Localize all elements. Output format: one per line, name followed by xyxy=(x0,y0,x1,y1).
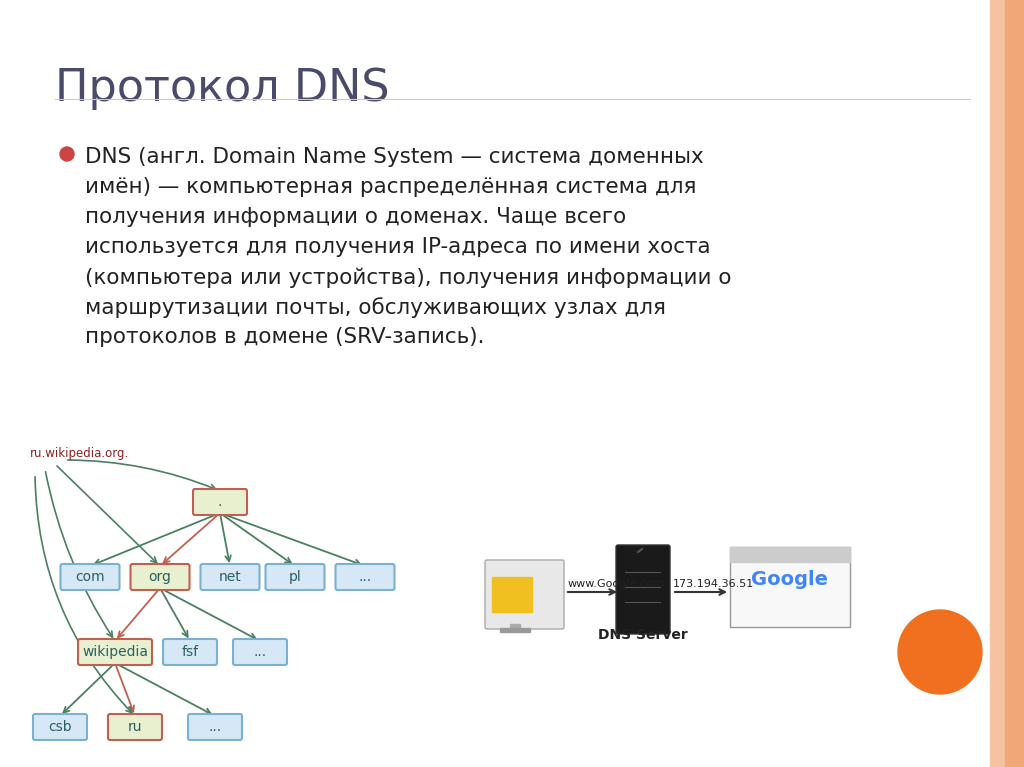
Text: имён) — компьютерная распределённая система для: имён) — компьютерная распределённая сист… xyxy=(85,177,696,197)
FancyBboxPatch shape xyxy=(188,714,242,740)
Bar xyxy=(990,0,1024,767)
Text: www.Google.com: www.Google.com xyxy=(568,579,665,589)
FancyBboxPatch shape xyxy=(163,639,217,665)
FancyBboxPatch shape xyxy=(33,714,87,740)
FancyBboxPatch shape xyxy=(78,639,152,665)
Text: DNS (англ. Domain Name System — система доменных: DNS (англ. Domain Name System — система … xyxy=(85,147,703,167)
Bar xyxy=(492,577,532,612)
FancyBboxPatch shape xyxy=(616,545,670,634)
Bar xyxy=(1005,0,1024,767)
FancyBboxPatch shape xyxy=(130,564,189,590)
Bar xyxy=(730,547,850,627)
Text: ru: ru xyxy=(128,720,142,734)
Bar xyxy=(510,624,520,629)
Text: (компьютера или устройства), получения информации о: (компьютера или устройства), получения и… xyxy=(85,267,731,288)
FancyBboxPatch shape xyxy=(201,564,259,590)
FancyBboxPatch shape xyxy=(60,564,120,590)
Text: ru.wikipedia.org.: ru.wikipedia.org. xyxy=(30,447,129,460)
FancyBboxPatch shape xyxy=(336,564,394,590)
FancyBboxPatch shape xyxy=(485,560,564,629)
Text: получения информации о доменах. Чаще всего: получения информации о доменах. Чаще все… xyxy=(85,207,627,227)
Text: Протокол DNS: Протокол DNS xyxy=(55,67,389,110)
Bar xyxy=(730,547,850,562)
Bar xyxy=(500,628,530,632)
FancyBboxPatch shape xyxy=(108,714,162,740)
FancyBboxPatch shape xyxy=(193,489,247,515)
Text: ...: ... xyxy=(209,720,221,734)
Text: .: . xyxy=(218,495,222,509)
FancyBboxPatch shape xyxy=(265,564,325,590)
Text: 173.194.36.51: 173.194.36.51 xyxy=(673,579,755,589)
Text: org: org xyxy=(148,570,171,584)
Text: fsf: fsf xyxy=(181,645,199,659)
Text: используется для получения IP-адреса по имени хоста: используется для получения IP-адреса по … xyxy=(85,237,711,257)
Circle shape xyxy=(898,610,982,694)
Text: протоколов в домене (SRV-запись).: протоколов в домене (SRV-запись). xyxy=(85,327,484,347)
Text: com: com xyxy=(75,570,104,584)
Text: маршрутизации почты, обслуживающих узлах для: маршрутизации почты, обслуживающих узлах… xyxy=(85,297,666,318)
Text: DNS Server: DNS Server xyxy=(598,628,688,642)
Circle shape xyxy=(60,147,74,161)
Bar xyxy=(730,547,850,627)
Text: pl: pl xyxy=(289,570,301,584)
Text: csb: csb xyxy=(48,720,72,734)
Text: ...: ... xyxy=(253,645,266,659)
Text: net: net xyxy=(219,570,242,584)
Text: ...: ... xyxy=(358,570,372,584)
Text: wikipedia: wikipedia xyxy=(82,645,148,659)
FancyBboxPatch shape xyxy=(233,639,287,665)
Text: Google: Google xyxy=(752,570,828,589)
